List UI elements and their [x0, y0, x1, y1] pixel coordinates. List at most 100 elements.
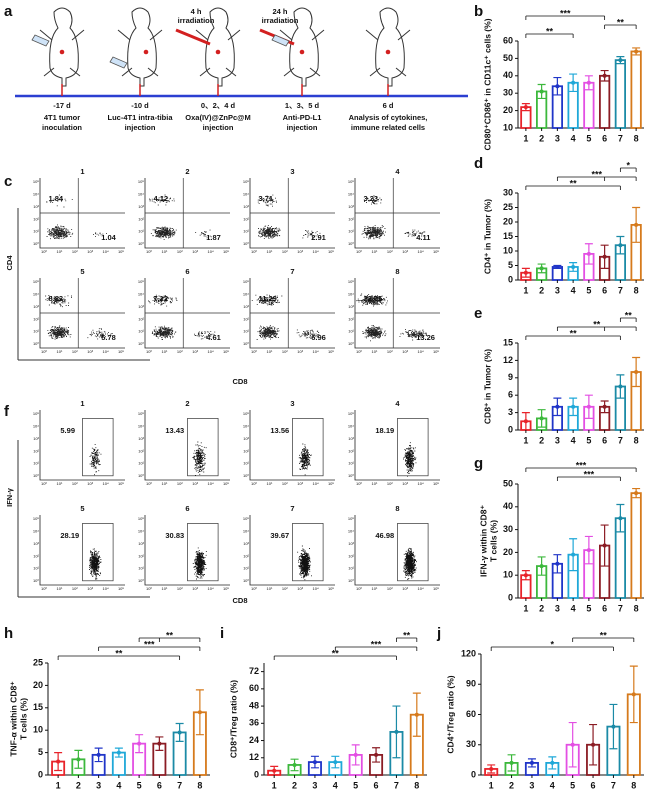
site-dot [299, 49, 305, 55]
x-tick-label: 10⁵ [223, 586, 229, 591]
y-tick-label: 10² [348, 216, 354, 221]
x-tick-label: 8 [414, 780, 419, 790]
x-tick-label: 1 [56, 780, 61, 790]
y-tick-label: 10⁵ [348, 516, 354, 521]
panel-label: f [4, 403, 10, 420]
y-axis-label: CD8⁺/Treg ratio (%) [228, 680, 238, 758]
y-tick-label: 10⁰ [243, 473, 249, 478]
significance-bracket [396, 637, 418, 642]
x-tick-label: 4 [571, 435, 576, 445]
significance-bracket [525, 335, 621, 340]
plot-axes [249, 278, 335, 349]
y-tick-label: 120 [461, 648, 476, 658]
panel-label: h [4, 625, 13, 642]
x-tick-label: 10⁰ [251, 586, 257, 591]
bar-color [571, 264, 576, 269]
bar-color [96, 752, 101, 757]
x-tick-label: 10⁵ [118, 481, 124, 486]
y-tick-label: 10¹ [348, 461, 354, 466]
y-tick-label: 10⁰ [243, 241, 249, 246]
y-tick-label: 10³ [138, 304, 144, 309]
bar-color [618, 243, 623, 248]
y-tick-label: 10² [348, 553, 354, 558]
x-tick-label: 10¹ [162, 249, 168, 254]
event-day: 0、2、4 d [201, 101, 236, 110]
panel-label: j [436, 625, 441, 642]
bar-color [197, 710, 202, 715]
y-tick-label: 10 [503, 570, 513, 580]
y-tick-label: 10² [33, 553, 39, 558]
y-tick-label: 10² [243, 316, 249, 321]
y-tick-label: 10⁵ [243, 516, 249, 521]
x-tick-label: 10⁵ [118, 349, 124, 354]
y-tick-label: 10² [33, 316, 39, 321]
x-tick-label: 10¹ [267, 481, 273, 486]
significance-label: *** [591, 169, 602, 179]
y-tick-label: 10⁰ [33, 341, 39, 346]
plot-axes [354, 410, 440, 481]
x-tick-label: 10⁰ [146, 349, 152, 354]
plot-axes [354, 178, 440, 249]
x-tick-label: 7 [611, 780, 616, 790]
x-tick-label: 10² [282, 586, 288, 591]
x-tick-label: 10⁵ [328, 349, 334, 354]
gate-value: 39.67 [270, 531, 289, 540]
quadrant-value: 8.82 [49, 294, 64, 303]
y-tick-label: 10² [243, 448, 249, 453]
events [89, 548, 102, 580]
plot-axes [354, 278, 440, 349]
x-tick-label: 1 [523, 435, 528, 445]
bar-color [523, 270, 528, 275]
x-tick-label: 10⁵ [118, 586, 124, 591]
panel-label: b [474, 3, 483, 20]
x-tick-label: 10¹ [372, 349, 378, 354]
bar-color [634, 491, 639, 496]
event-day: -10 d [131, 101, 149, 110]
x-tick-label: 10⁵ [118, 249, 124, 254]
y-tick-label: 48 [249, 700, 259, 710]
gate-value: 13.43 [165, 426, 184, 435]
bar-color [555, 264, 560, 269]
events [149, 194, 212, 240]
y-tick-label: 10⁵ [243, 411, 249, 416]
significance-bracket [138, 637, 201, 642]
gate [187, 418, 219, 477]
bar-color [374, 752, 379, 757]
bar-color [333, 760, 338, 765]
x-tick-label: 10³ [192, 349, 198, 354]
y-tick-label: 6 [508, 390, 513, 400]
x-tick-label: 3 [312, 780, 317, 790]
events [403, 547, 417, 580]
x-tick-label: 10⁵ [328, 481, 334, 486]
event-text: Analysis of cytokines, [349, 113, 428, 122]
y-tick-label: 0 [508, 424, 513, 434]
significance-bracket [556, 476, 621, 481]
bar-color [618, 58, 623, 63]
x-tick-label: 10¹ [162, 349, 168, 354]
x-tick-label: 1 [523, 603, 528, 613]
panel-label: d [474, 155, 483, 172]
y-tick-label: 10⁵ [243, 179, 249, 184]
x-tick-label: 10¹ [267, 349, 273, 354]
plot-axes [39, 515, 125, 586]
y-tick-label: 3 [508, 407, 513, 417]
x-tick-label: 10⁰ [146, 249, 152, 254]
bar-color [586, 251, 591, 256]
mouse-body [279, 7, 325, 87]
x-tick-label: 10⁴ [208, 481, 214, 486]
bar-color [550, 760, 555, 765]
gate-value: 46.98 [375, 531, 394, 540]
x-axis-label: CD8 [232, 377, 247, 386]
y-tick-label: 20 [503, 547, 513, 557]
x-tick-label: 10² [177, 349, 183, 354]
events [45, 295, 113, 340]
x-tick-label: 8 [634, 435, 639, 445]
syringe [271, 34, 290, 47]
quadrant-value: 6.96 [311, 333, 326, 342]
bar-color [586, 80, 591, 85]
y-axis-label: TNF-α within CD8⁺ [8, 681, 18, 757]
bar-color [523, 105, 528, 110]
plot-axes [39, 278, 125, 349]
x-tick-label: 10³ [87, 586, 93, 591]
y-tick-label: 10⁰ [348, 578, 354, 583]
